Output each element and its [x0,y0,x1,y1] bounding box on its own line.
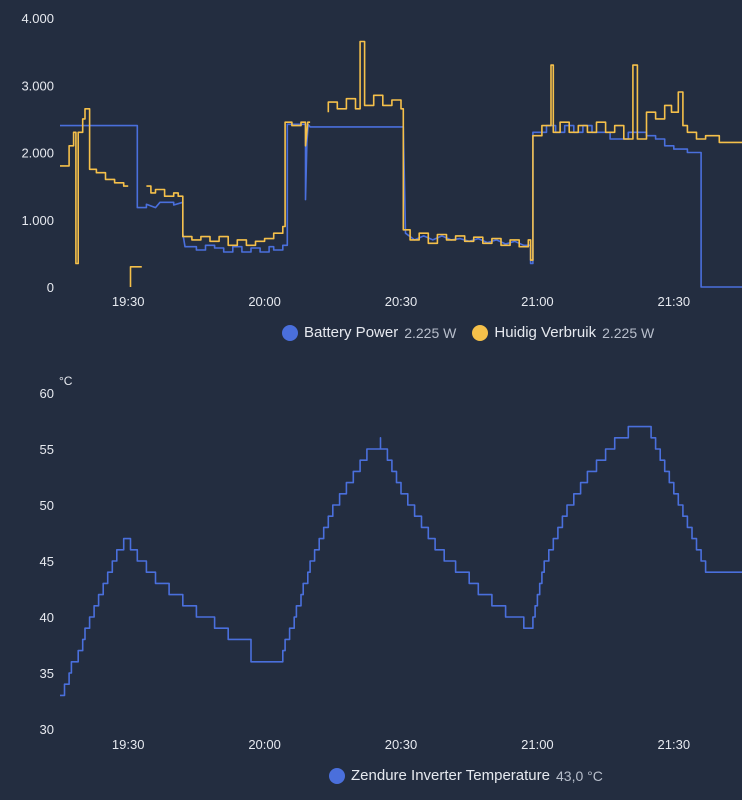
series-line-huidig-verbruik[interactable] [146,121,311,247]
series-line-battery-power[interactable] [60,123,742,288]
temperature-swatch [329,767,345,784]
legend-item-battery-power[interactable]: Battery Power 2.225 W [282,324,456,341]
temperature-unit-label: °C [59,374,73,388]
x-tick-label: 19:30 [112,294,145,309]
x-tick-label: 21:30 [658,737,691,752]
battery-power-swatch [282,324,298,341]
x-tick-label: 20:00 [248,737,281,752]
temperature-chart-plot: 30 35 40 45 50 55 60 19:30 20:00 20:30 21:00 21:30 [40,386,742,752]
temperature-legend: Zendure Inverter Temperature 43,0 °C [329,767,603,784]
x-tick-label: 20:00 [248,294,281,309]
x-tick-label: 21:00 [521,294,554,309]
y-tick-label: 0 [47,280,54,295]
x-tick-label: 20:30 [385,294,418,309]
x-tick-label: 19:30 [112,737,145,752]
series-line-huidig-verbruik[interactable] [60,108,129,265]
legend-value: 2.225 W [602,324,655,341]
y-tick-label: 60 [40,386,54,401]
y-tick-label: 2.000 [21,146,54,161]
y-tick-label: 4.000 [21,11,54,26]
y-tick-label: 50 [40,498,54,513]
y-tick-label: 35 [40,666,54,681]
y-tick-label: 30 [40,722,54,737]
power-legend: Battery Power 2.225 W Huidig Verbruik 2.… [282,324,654,341]
legend-label: Zendure Inverter Temperature [351,767,550,784]
y-tick-label: 3.000 [21,78,54,93]
y-tick-label: 55 [40,442,54,457]
y-tick-label: 40 [40,610,54,625]
legend-value: 43,0 °C [556,767,603,784]
series-line-huidig-verbruik[interactable] [129,266,142,287]
legend-label: Huidig Verbruik [494,324,597,341]
y-tick-label: 45 [40,554,54,569]
x-tick-label: 21:00 [521,737,554,752]
x-tick-label: 21:30 [658,294,691,309]
power-chart-plot: 0 1.000 2.000 3.000 4.000 19:30 20:00 20:30 21:0… [21,11,742,309]
temperature-chart: °C 30 35 40 45 50 55 60 19:30 20:00 20:30 21:00 21:… [0,362,742,800]
x-tick-label: 20:30 [385,737,418,752]
legend-label: Battery Power [304,324,399,341]
power-chart: 0 1.000 2.000 3.000 4.000 19:30 20:00 20:30 21:0… [0,0,742,360]
series-line-zendure-inverter-temperature[interactable] [60,425,742,697]
y-tick-label: 1.000 [21,213,54,228]
legend-item-huidig-verbruik[interactable]: Huidig Verbruik 2.225 W [472,324,654,341]
huidig-verbruik-swatch [472,324,489,341]
legend-value: 2.225 W [404,324,457,341]
series-line-huidig-verbruik[interactable] [327,40,742,261]
legend-item-zendure-inverter-temperature[interactable]: Zendure Inverter Temperature 43,0 °C [329,767,603,784]
